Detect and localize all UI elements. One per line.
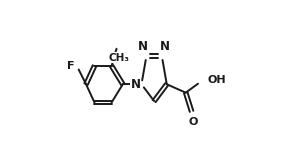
Text: N: N <box>138 40 148 53</box>
Text: F: F <box>67 61 74 71</box>
Text: O: O <box>188 117 197 127</box>
Text: N: N <box>130 78 141 91</box>
Text: N: N <box>160 40 170 53</box>
Text: OH: OH <box>208 75 226 85</box>
Text: CH₃: CH₃ <box>108 53 130 63</box>
